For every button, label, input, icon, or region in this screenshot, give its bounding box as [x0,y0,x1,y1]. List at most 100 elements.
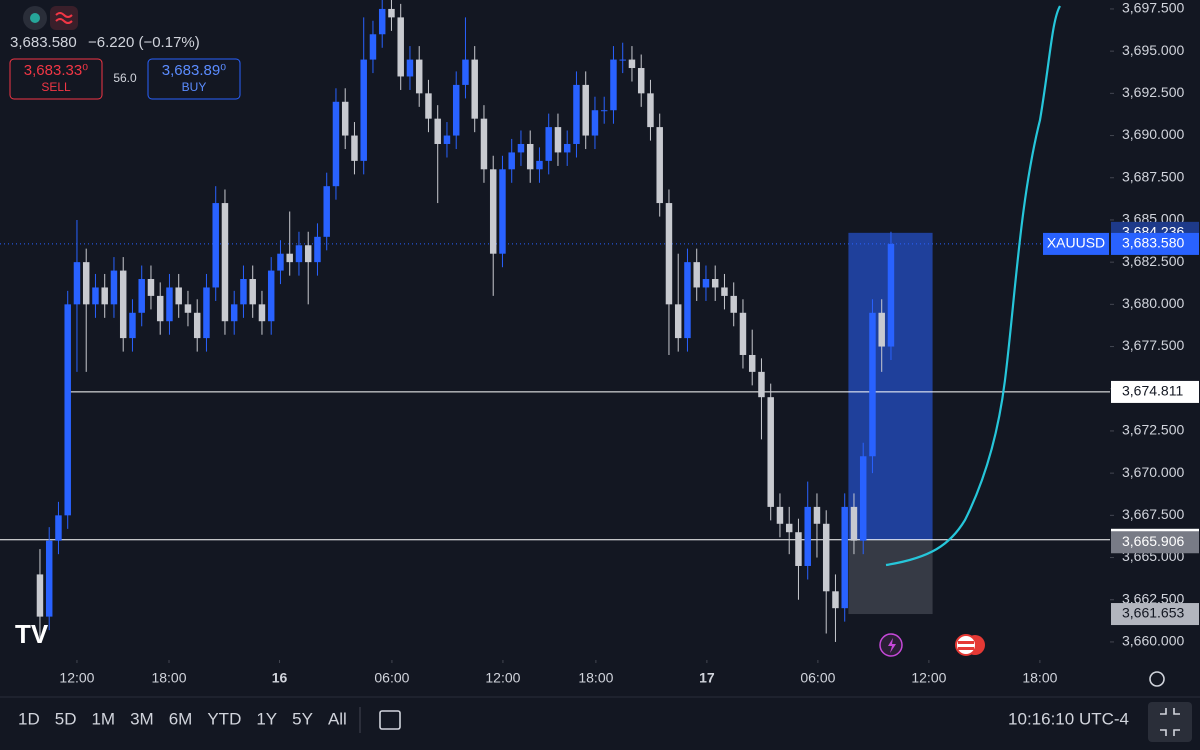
bolt [888,638,896,653]
buy-button[interactable] [147,58,241,100]
candle-body [184,304,192,313]
candle-body [156,295,164,322]
candle-body [739,312,747,355]
candle-body [480,118,488,170]
timeframe-button[interactable]: 3M [130,709,154,728]
symbol-tag-bg [1043,232,1109,255]
candle-body [767,397,774,507]
candle-body [323,186,330,237]
sell-label: SELL [41,80,71,94]
candle-body [119,270,127,339]
y-tick-label: 3,687.500 [1122,168,1184,184]
candle-body [637,68,645,94]
level-label-bg [1111,380,1199,403]
candle-body [563,143,571,153]
last-price-label-bg [1111,232,1199,255]
marker-label: 3,665.906 [1122,533,1184,549]
candle-body [415,59,423,94]
stop-label-bg [1111,603,1199,626]
x-tick-label: 18:00 [578,670,613,686]
candle-body [286,253,293,263]
candle-body [452,84,460,136]
candle-body [304,245,312,263]
x-tick-label: 12:00 [911,670,946,686]
candle-body [360,59,367,161]
candle-body [610,59,617,111]
y-tick-label: 3,667.500 [1122,506,1184,522]
status-dot [30,13,40,23]
timeframe-button[interactable]: 5Y [292,709,313,728]
candle-body [332,101,340,187]
spread: 56.0 [113,71,137,85]
timeframe-button[interactable]: All [328,709,347,728]
calendar-icon[interactable] [379,710,401,730]
candle-body [193,312,201,339]
candle-body [711,279,719,288]
timeframe-button[interactable]: YTD [207,709,241,728]
y-tick-label: 3,690.000 [1122,126,1184,142]
candle-body [82,262,90,305]
candle-body [702,279,710,288]
candle-body [267,270,275,322]
candle-body [295,245,303,263]
settings-icon[interactable] [1149,671,1165,687]
candle-body [684,262,691,339]
x-tick-label: 06:00 [800,670,835,686]
candle-body [110,270,118,305]
flag-icon[interactable] [955,634,977,656]
candle-body [878,312,885,347]
y-tick-label: 3,680.000 [1122,295,1184,311]
logo: TV [15,619,49,649]
candle-body [841,506,848,609]
level-label: 3,674.811 [1122,383,1183,399]
candle-body [813,506,821,524]
candle-body [785,523,793,533]
candle-body [804,506,811,566]
x-tick-label: 18:00 [1022,670,1057,686]
candle-body [138,279,145,313]
timeframe-button[interactable]: 1Y [256,709,277,728]
candle-body [369,34,377,60]
wave [55,12,73,24]
candle-body [489,169,497,254]
candle-body [471,59,478,119]
timeframe-button[interactable]: 5D [55,709,77,728]
candle-body [730,295,737,313]
candle-body [832,591,839,609]
y-tick-label: 3,692.500 [1122,84,1184,100]
fullscreen-icon [1160,708,1180,736]
timeframe-button[interactable]: 6M [169,709,193,728]
candle-body [656,127,663,204]
timeframe-button[interactable]: 1D [18,709,40,728]
candle-body [850,506,858,541]
last-price-label: 3,683.580 [1122,235,1184,251]
candle-body [92,287,99,305]
clock: 10:16:10 UTC-4 [1008,709,1129,728]
candle-body [776,506,784,524]
candle-body [425,93,432,119]
axis-layer: 3,697.500 3,695.000 3,692.500 3,690.000 3,68… [59,0,1199,686]
x-tick-label: 17 [699,670,715,686]
x-tick-label: 16 [272,670,288,686]
drawn-curve [885,5,1061,567]
candle-body [101,287,108,305]
stop-zone [848,539,933,615]
timeframe-button[interactable]: 1M [91,709,115,728]
candle-body [795,532,802,566]
candle-body [526,143,534,170]
candle-body [406,59,414,77]
x-tick-label: 06:00 [374,670,409,686]
y-tick-label: 3,695.000 [1122,42,1184,58]
candle-body [249,279,256,305]
y-tick-label: 3,670.000 [1122,464,1184,480]
symbol-tag: XAUUSD [1047,235,1105,251]
marker-label-bg [1111,531,1199,554]
fullscreen-button[interactable] [1148,702,1192,742]
candle-body [45,540,53,617]
candle-body [388,8,395,18]
sell-button[interactable] [9,58,103,100]
candle-body [378,8,386,35]
buy-price: 3,683.89⁰ [162,62,226,79]
